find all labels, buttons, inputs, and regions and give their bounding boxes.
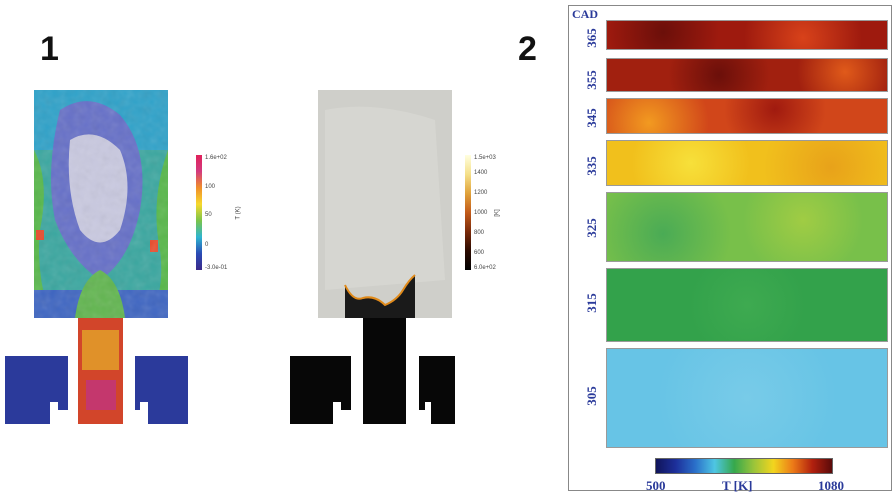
temperature-field-color: [5, 90, 188, 424]
cad-tick-355: 355: [584, 70, 599, 90]
cad-strip-345: [606, 98, 888, 134]
gray-colorbar-max: 1.5e+03: [474, 155, 496, 161]
cad-tick-335: 335: [584, 156, 599, 176]
gray-colorbar-tick: 1200: [474, 190, 488, 196]
cad-frame: [568, 5, 892, 491]
cad-strip-315: [606, 268, 888, 342]
temperature-colorbar: [655, 458, 833, 474]
panel-1-label: 1: [40, 30, 59, 68]
cad-tick-345: 345: [584, 108, 599, 128]
colorbar-max-label: 1080: [818, 478, 844, 493]
gray-colorbar-tick: 800: [474, 230, 485, 236]
color-colorbar-min: -3.0e-01: [205, 265, 228, 271]
cad-tick-365: 365: [584, 28, 599, 48]
color-colorbar-tick: 100: [205, 184, 216, 190]
gray-colorbar-min: 6.0e+02: [474, 265, 496, 271]
color-colorbar-tick: 0: [205, 242, 209, 248]
gray-colorbar-unit: [K]: [494, 209, 501, 217]
gray-colorbar-tick: 600: [474, 250, 485, 256]
color-colorbar-max: 1.6e+02: [205, 155, 227, 161]
cad-strip-335: [606, 140, 888, 186]
gray-colorbar: [465, 155, 471, 270]
cad-strip-355: [606, 58, 888, 92]
temperature-field-gray: [290, 90, 455, 424]
color-colorbar: [196, 155, 202, 270]
panel-2-label: 2: [518, 30, 537, 68]
colorbar-title: T [K]: [722, 478, 753, 493]
cad-strip-365: [606, 20, 888, 50]
cad-axis-label: CAD: [572, 7, 598, 21]
cad-tick-325: 325: [584, 218, 599, 238]
cad-strip-325: [606, 192, 888, 262]
color-colorbar-tick: 50: [205, 212, 212, 218]
colorbar-min-label: 500: [646, 478, 666, 493]
color-colorbar-unit: T (K): [235, 206, 242, 220]
gray-colorbar-tick: 1000: [474, 210, 488, 216]
cad-strip-305: [606, 348, 888, 448]
gray-colorbar-tick: 1400: [474, 170, 488, 176]
cad-tick-315: 315: [584, 293, 599, 313]
cad-tick-305: 305: [584, 386, 599, 406]
